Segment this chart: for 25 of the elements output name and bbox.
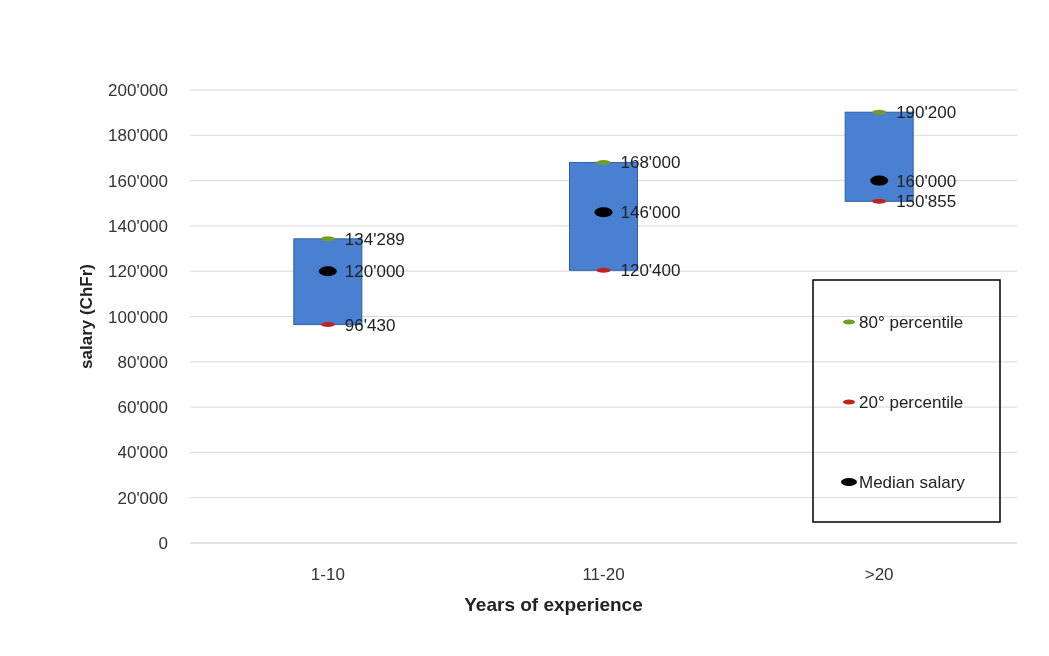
y-tick-label: 160'000 [108,171,168,191]
legend-label: 20° percentile [859,393,964,412]
y-tick-label: 120'000 [108,262,168,282]
data-label: 96'430 [344,315,396,335]
data-label: 120'400 [620,261,681,281]
data-label: 150'855 [896,192,957,212]
y-tick-label: 200'000 [108,81,168,100]
data-label: 190'200 [896,103,957,123]
y-tick-label: 40'000 [117,443,168,463]
data-label: 168'000 [620,153,681,173]
x-axis-title: Years of experience [464,594,643,615]
legend-label: Median salary [859,473,966,492]
y-tick-label: 140'000 [108,216,168,236]
y-tick-label: 0 [158,534,168,553]
data-label: 134'289 [344,229,405,249]
y-tick-label: 20'000 [117,488,168,508]
legend-label: 80° percentile [859,313,964,332]
x-tick-label: 11-20 [582,565,625,584]
x-tick-label: 1-10 [310,565,345,584]
y-tick-label: 180'000 [108,126,168,146]
x-tick-label: >20 [864,565,894,584]
y-tick-label: 100'000 [108,307,168,327]
y-tick-label: 80'000 [117,352,168,372]
y-tick-label: 60'000 [117,398,168,418]
y-axis-title: salary (ChFr) [77,264,96,369]
